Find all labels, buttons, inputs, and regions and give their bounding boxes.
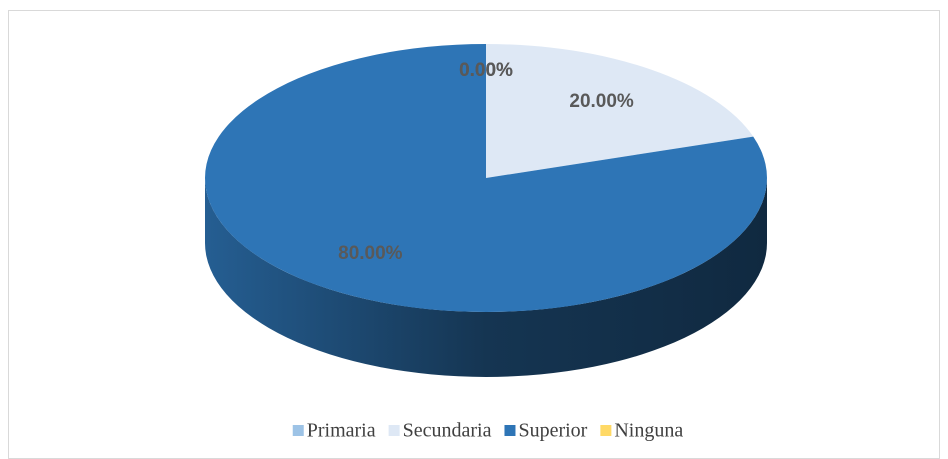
pie-slice-side (205, 178, 767, 377)
data-label: 0.00% (459, 60, 513, 81)
legend-label: Secundaria (403, 420, 492, 442)
legend-swatch (292, 425, 304, 436)
legend-label: Superior (518, 420, 587, 442)
data-label: 20.00% (569, 91, 634, 112)
legend-swatch (504, 425, 516, 436)
legend-label: Ninguna (614, 420, 683, 442)
data-label: 0.00% (459, 60, 513, 81)
data-label: 80.00% (338, 243, 403, 264)
legend-swatch (600, 425, 612, 436)
legend-label: Primaria (307, 420, 376, 442)
pie-slice (205, 44, 768, 312)
pie-slice (486, 44, 754, 178)
legend-swatch (388, 425, 400, 436)
